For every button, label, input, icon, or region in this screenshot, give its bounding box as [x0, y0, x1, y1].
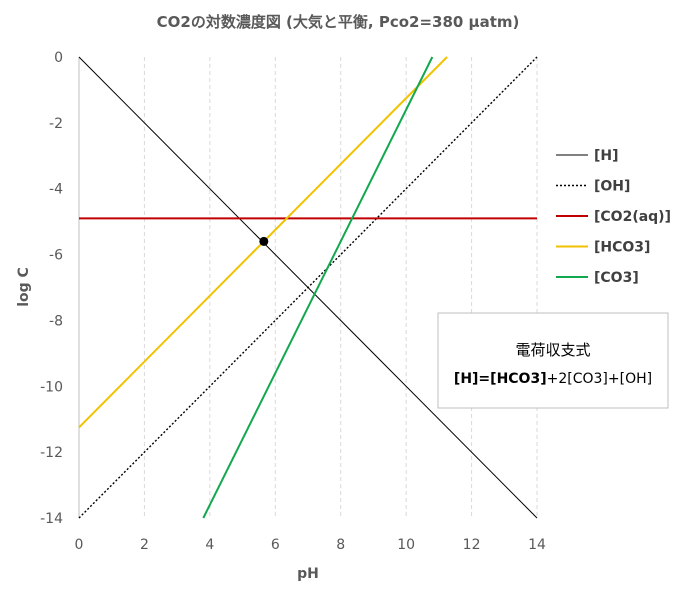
- y-tick-label: -4: [49, 182, 63, 198]
- series-line: [78, 56, 538, 519]
- y-tick-label: -14: [40, 511, 63, 527]
- annotation-frame: [437, 312, 669, 409]
- annotation-equation-rest: +2[CO3]+[OH]: [547, 371, 652, 387]
- y-tick-label: -8: [49, 313, 63, 329]
- grid-layer: [78, 57, 538, 518]
- x-tick-label: 8: [336, 537, 345, 553]
- legend: [H] [OH] [CO2(aq)] [HCO3] [CO3]: [556, 148, 671, 286]
- x-tick-label: 2: [140, 537, 149, 553]
- annotation-title: 電荷収支式: [515, 341, 590, 359]
- tick-layer: 0 2 4 6 8 10 12 14 0 -2 -4 -6 -8 -10 -12 -14: [40, 50, 546, 553]
- y-tick-label: -6: [49, 248, 63, 264]
- y-tick-label: -10: [40, 379, 63, 395]
- data-point: [259, 236, 269, 246]
- y-tick-label: 0: [54, 50, 63, 66]
- point-layer: [259, 236, 269, 246]
- annotation-equation: [H]=[HCO3]+2[CO3]+[OH]: [454, 371, 652, 387]
- legend-label: [H]: [594, 148, 619, 164]
- x-tick-label: 4: [205, 537, 214, 553]
- x-axis-title: pH: [297, 566, 319, 582]
- x-tick-label: 12: [463, 537, 481, 553]
- annotation-box: 電荷収支式 [H]=[HCO3]+2[CO3]+[OH]: [437, 312, 669, 409]
- legend-label: [OH]: [594, 179, 630, 195]
- y-tick-label: -12: [40, 445, 63, 461]
- x-tick-label: 14: [528, 537, 546, 553]
- legend-label: [CO3]: [594, 270, 639, 286]
- legend-label: [CO2(aq)]: [594, 209, 671, 225]
- x-tick-label: 6: [271, 537, 280, 553]
- x-tick-label: 0: [75, 537, 84, 553]
- y-tick-label: -2: [49, 116, 63, 132]
- x-tick-label: 10: [397, 537, 415, 553]
- legend-label: [HCO3]: [594, 240, 650, 256]
- series-line: [202, 56, 434, 519]
- series-layer: [78, 56, 538, 519]
- y-axis-title: log C: [16, 267, 32, 307]
- chart-title: CO2の対数濃度図 (大気と平衡, Pco2=380 µatm): [157, 13, 520, 31]
- annotation-equation-bold: [H]=[HCO3]: [454, 371, 547, 387]
